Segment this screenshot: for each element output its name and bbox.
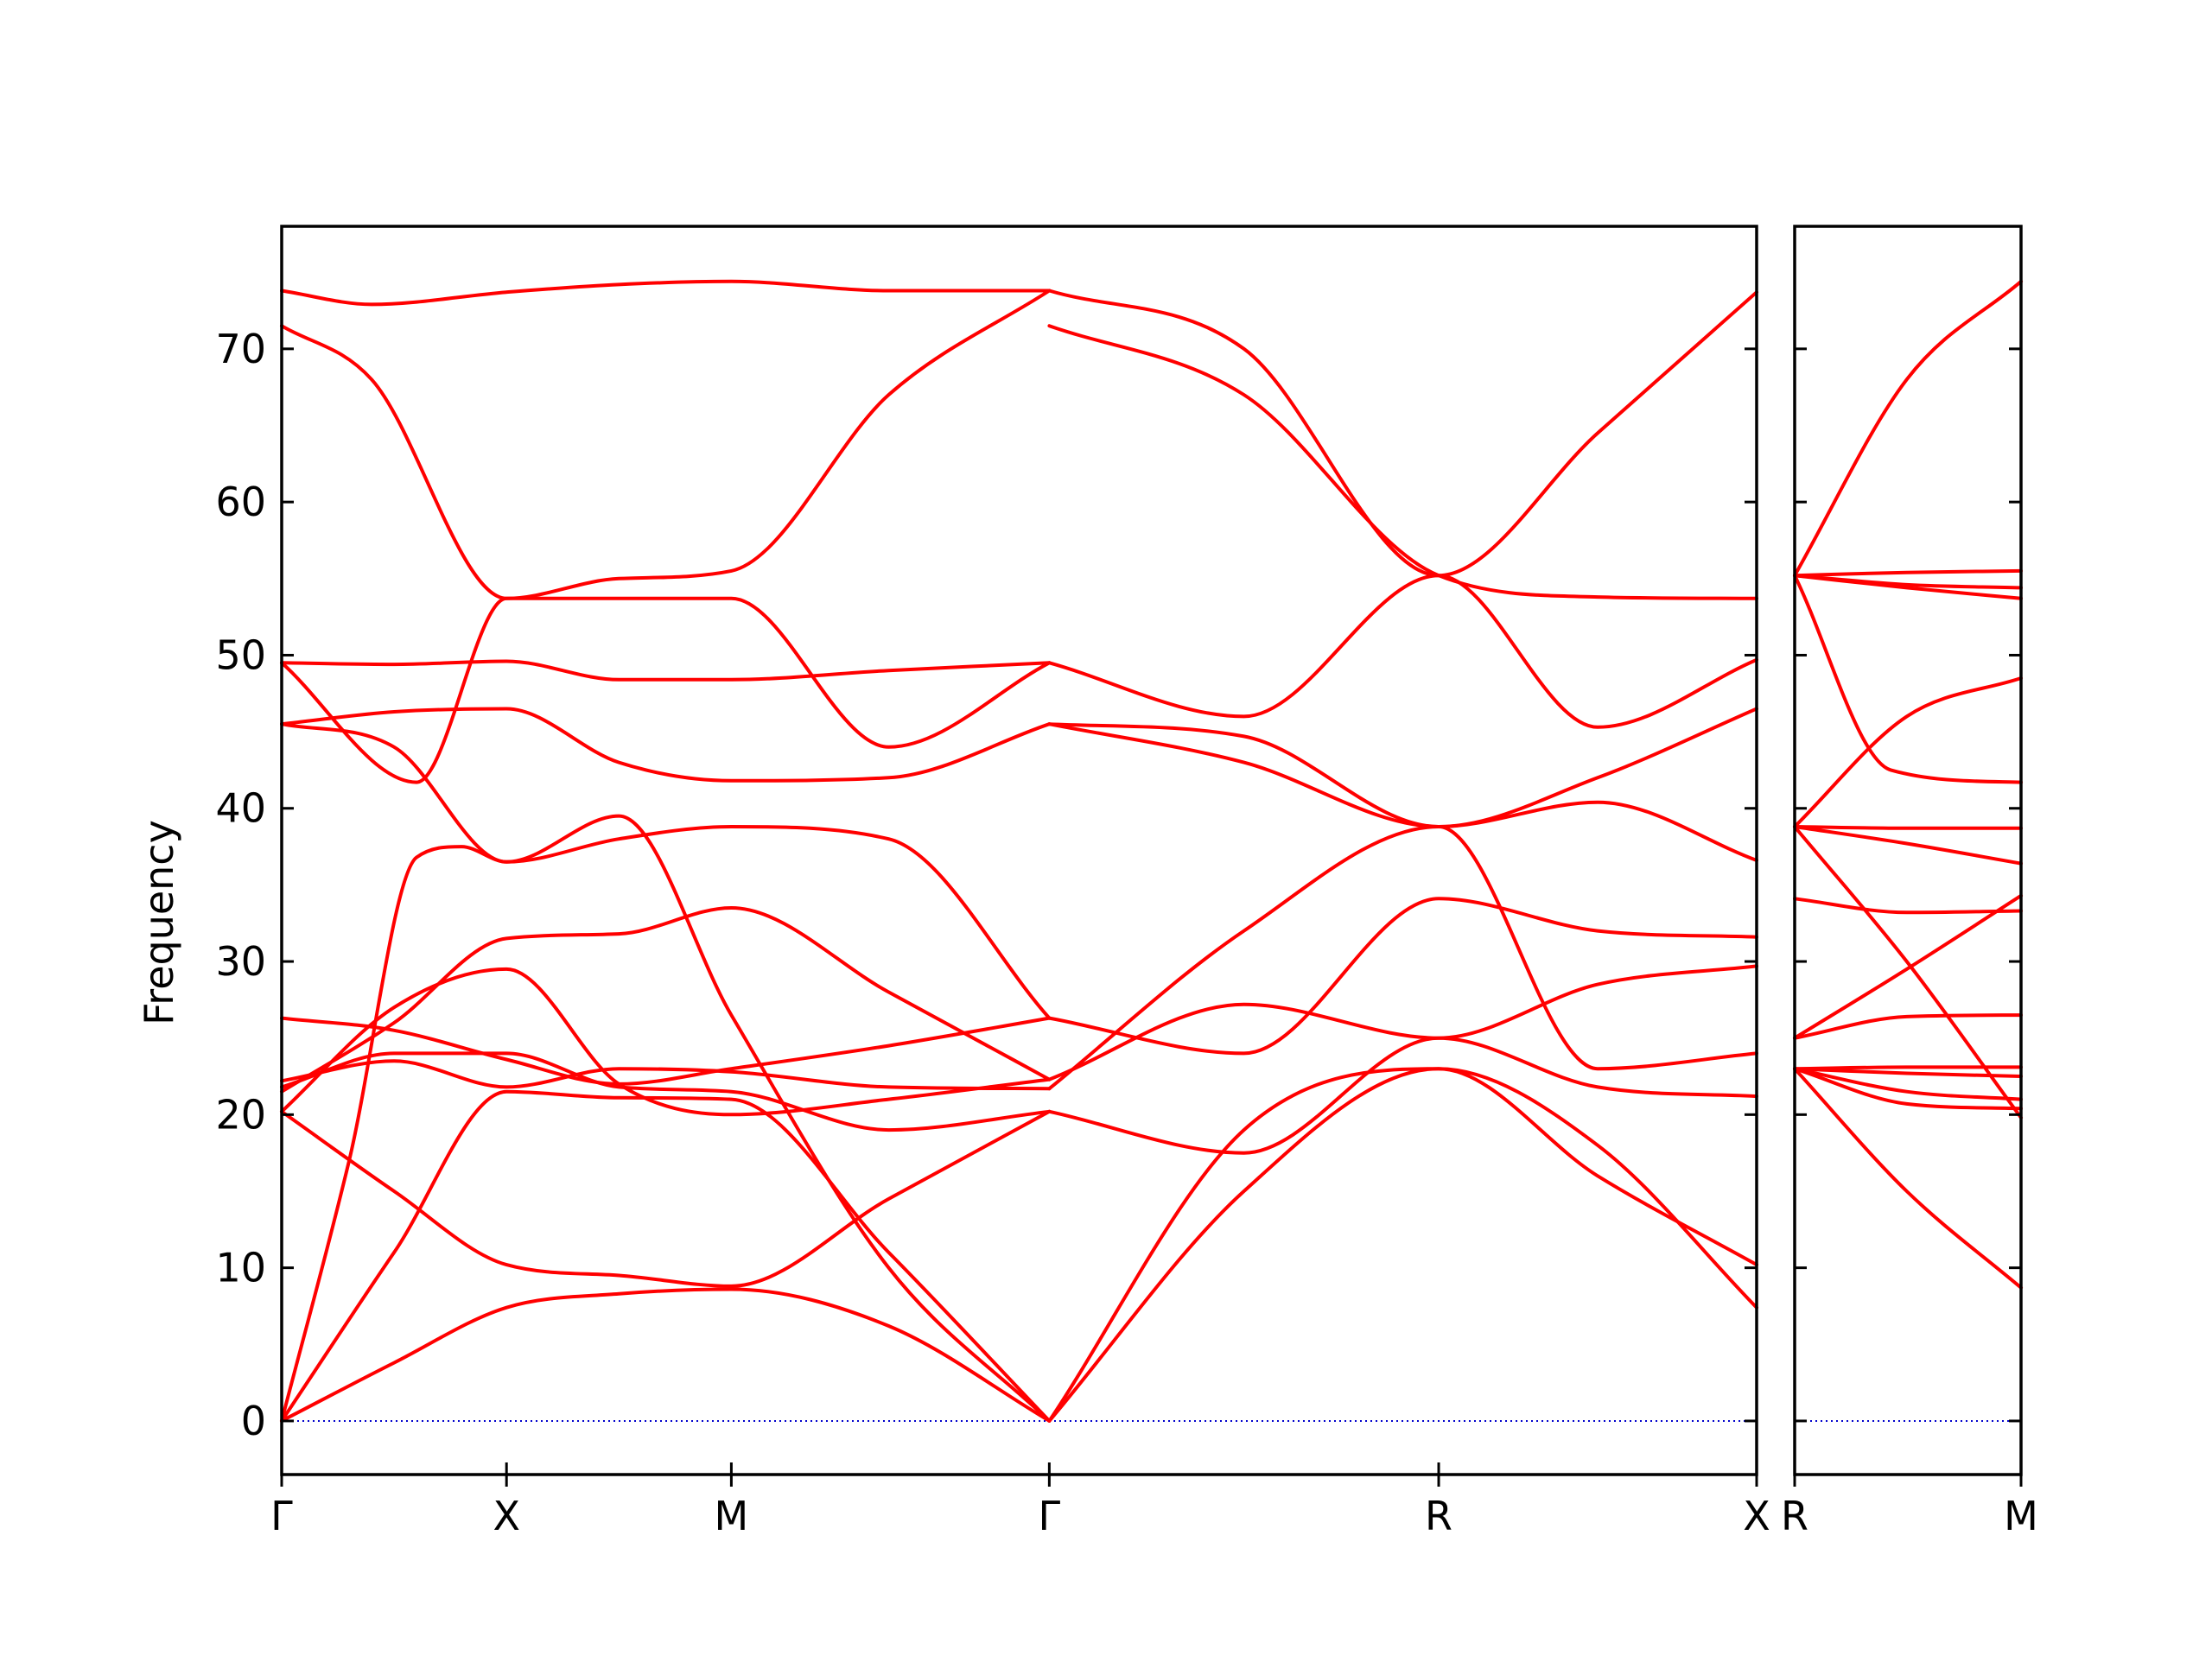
band-line	[280, 1089, 1052, 1423]
band-line	[1047, 825, 1758, 1091]
y-tick-label: 70	[215, 326, 266, 372]
band-line	[280, 814, 1052, 1423]
x-tick-label: Γ	[270, 1493, 293, 1539]
band-line	[1793, 825, 2023, 866]
x-tick-label: X	[1743, 1493, 1770, 1539]
band-line	[280, 722, 1052, 1020]
band-line	[1047, 707, 1758, 828]
axes-frame	[280, 225, 1758, 1476]
band-line	[1047, 289, 1758, 578]
band-line	[1793, 1067, 2023, 1078]
axes-frame	[1793, 225, 2023, 1476]
x-tick-label: M	[2004, 1493, 2038, 1539]
band-line	[1793, 1067, 2023, 1111]
band-line	[1793, 279, 2023, 578]
band-line	[280, 659, 1052, 682]
band-line	[1047, 897, 1758, 1056]
band-line	[280, 1287, 1052, 1423]
x-tick-label: R	[1425, 1493, 1452, 1539]
band-line	[1793, 1067, 2023, 1290]
band-line	[1793, 1013, 2023, 1040]
band-line	[1047, 1036, 1758, 1155]
x-tick-label: M	[715, 1493, 749, 1539]
band-line	[1047, 722, 1758, 862]
band-line	[1793, 1065, 2023, 1071]
band-line	[280, 906, 1052, 1094]
band-line	[1047, 1067, 1758, 1423]
band-line	[1793, 825, 2023, 830]
band-line	[1047, 1067, 1758, 1423]
band-line	[1793, 676, 2023, 828]
band-line	[1047, 574, 1758, 729]
y-tick-label: 40	[215, 785, 266, 832]
band-line	[280, 967, 1052, 1117]
y-axis-label: Frequency	[136, 820, 182, 1025]
band-line	[280, 1016, 1052, 1086]
band-line	[1047, 324, 1758, 600]
x-tick-label: Γ	[1039, 1493, 1061, 1539]
band-line	[1793, 574, 2023, 590]
band-line	[280, 1059, 1052, 1091]
x-tick-label: X	[493, 1493, 520, 1539]
band-line	[280, 1051, 1052, 1132]
y-tick-label: 60	[215, 479, 266, 525]
band-line	[280, 1109, 1052, 1288]
y-tick-label: 0	[241, 1398, 266, 1444]
band-line	[280, 289, 1052, 600]
band-line	[1793, 574, 2023, 600]
y-tick-label: 20	[215, 1091, 266, 1138]
band-line	[1047, 964, 1758, 1082]
band-line	[280, 707, 1052, 783]
y-tick-label: 30	[215, 938, 266, 985]
y-tick-label: 10	[215, 1245, 266, 1291]
band-line	[1793, 1067, 2023, 1101]
band-line	[280, 596, 1052, 784]
band-line	[1793, 897, 2023, 915]
x-tick-label: R	[1781, 1493, 1808, 1539]
y-tick-label: 50	[215, 631, 266, 678]
band-line	[1793, 893, 2023, 1040]
band-line	[280, 279, 1052, 307]
frame-layer	[280, 225, 2023, 1476]
band-line	[1793, 574, 2023, 784]
band-line	[1793, 568, 2023, 578]
band-layer	[280, 279, 2023, 1423]
